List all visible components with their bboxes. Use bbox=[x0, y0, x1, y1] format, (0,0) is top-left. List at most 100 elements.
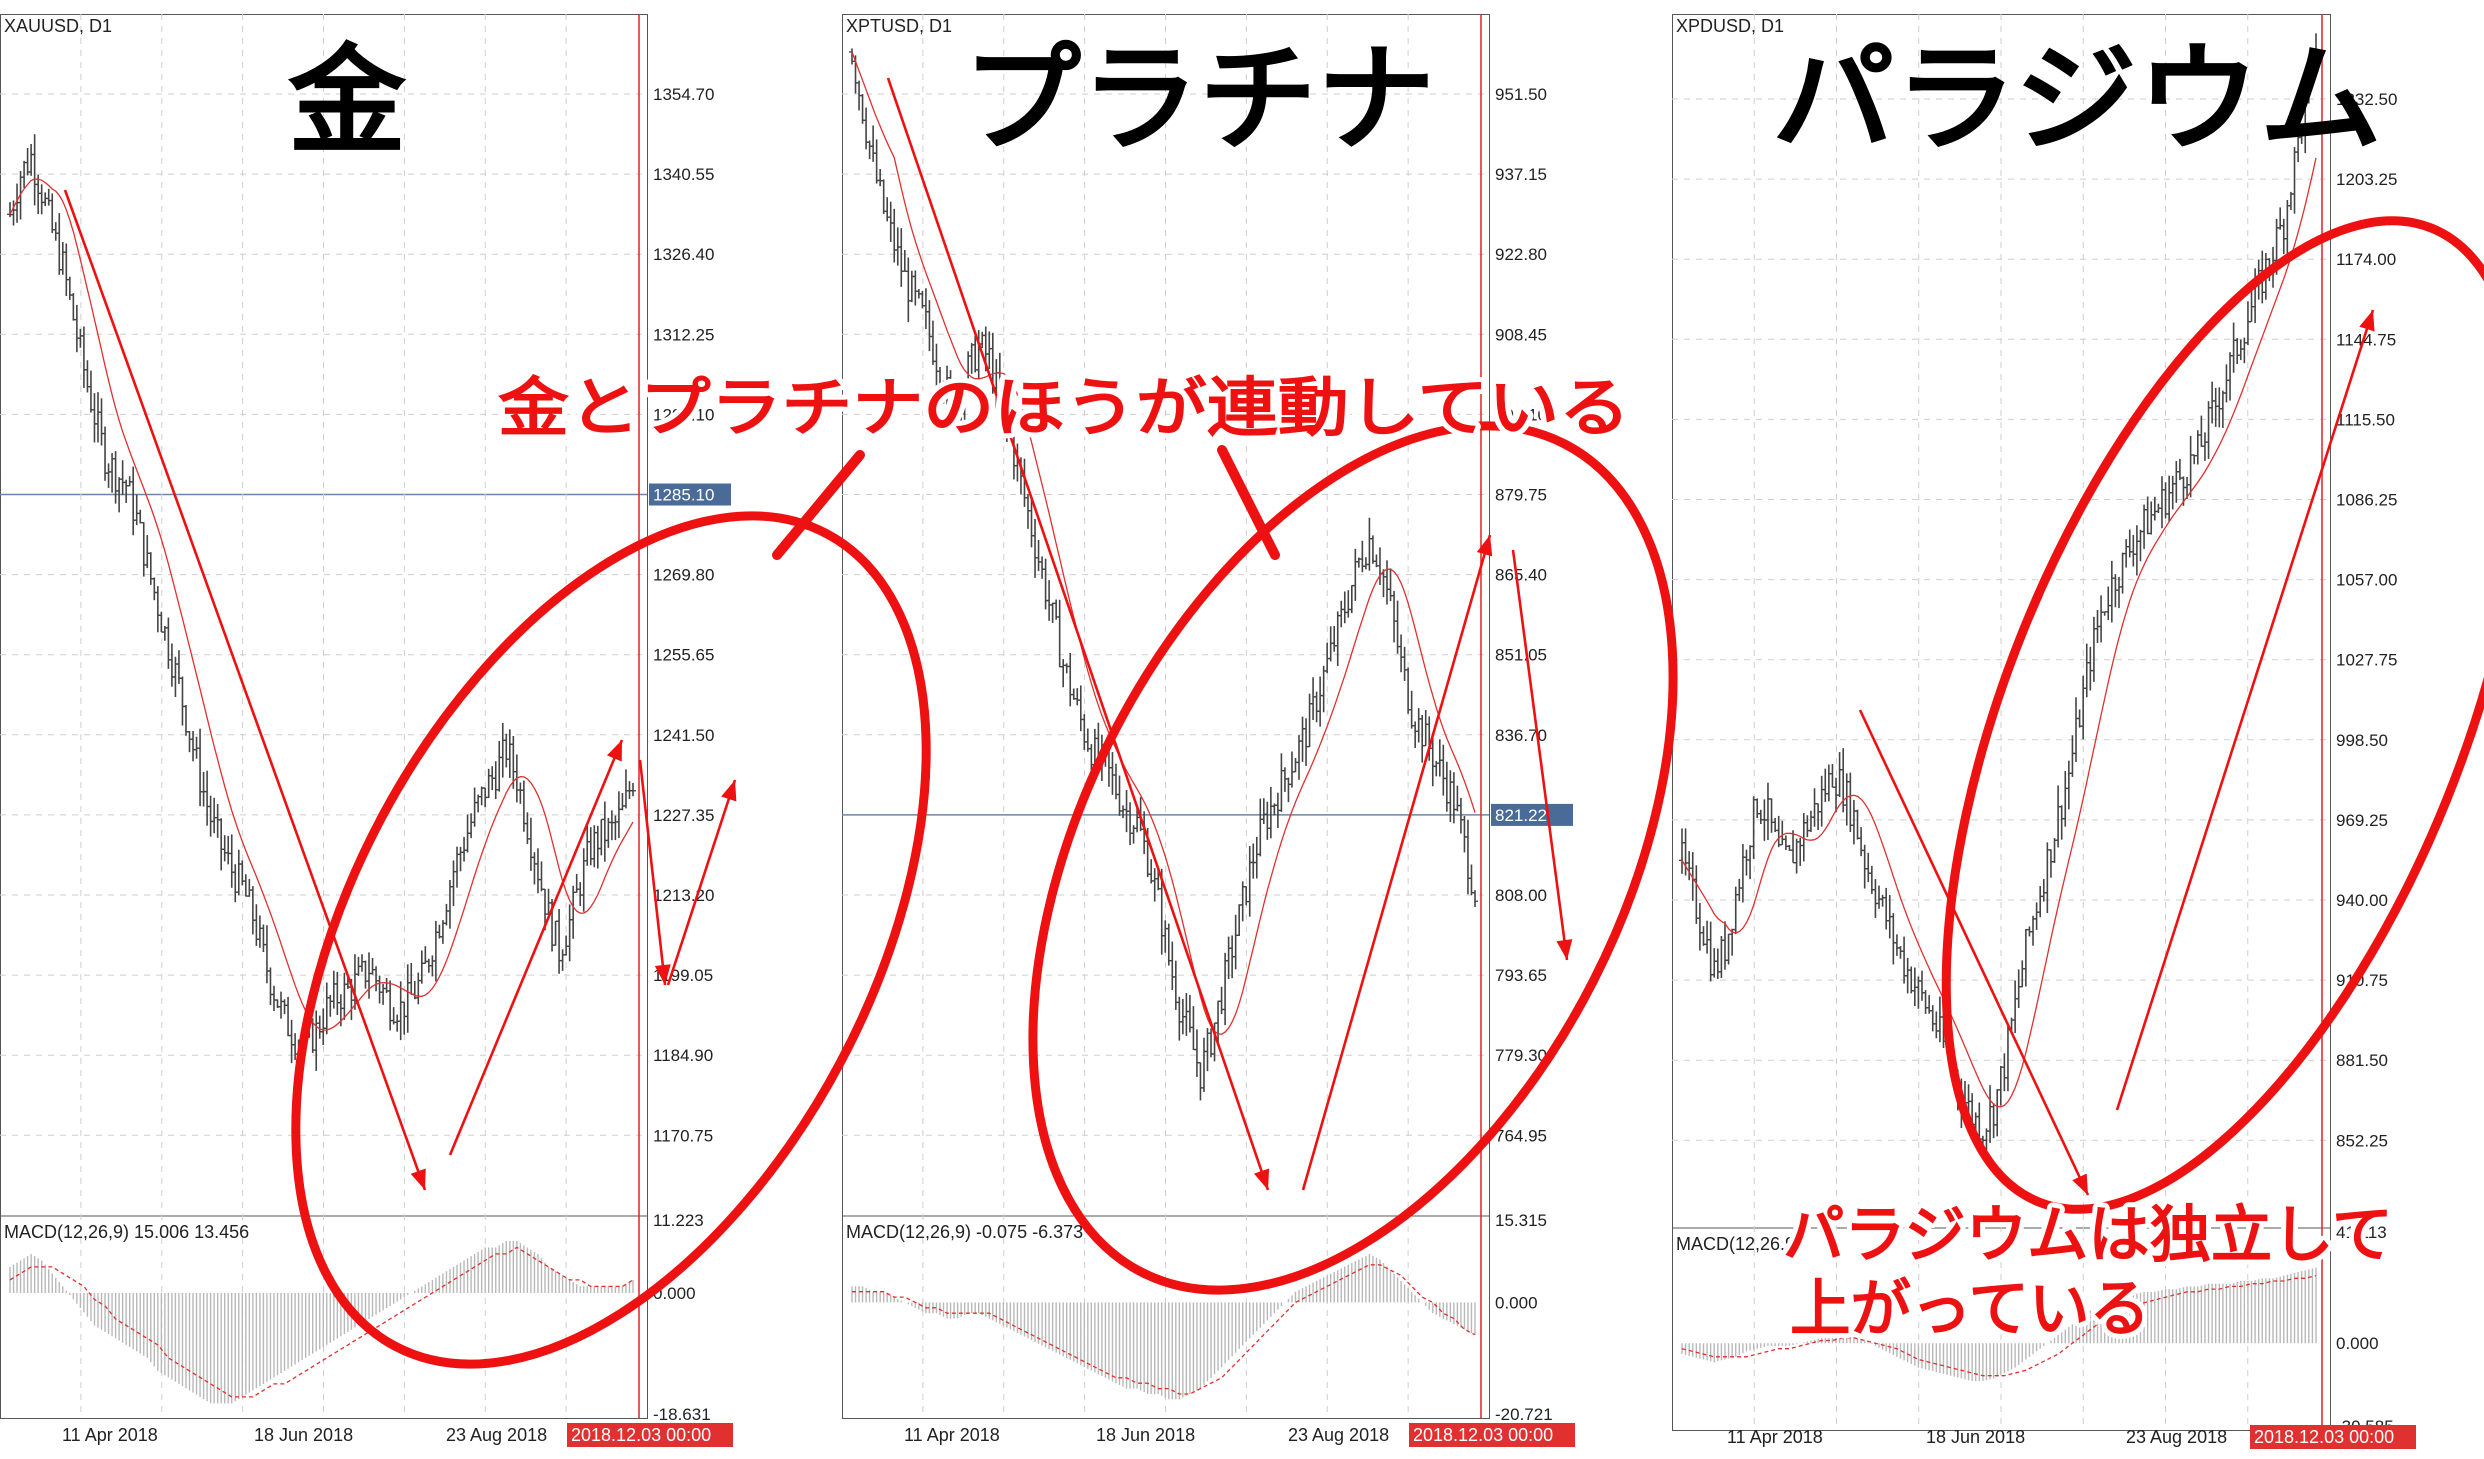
platinum-circle bbox=[1028, 421, 1678, 1295]
moving-average-line bbox=[1681, 157, 2317, 1108]
annotation-independent-line1: パラジウムは独立して bbox=[1783, 1198, 2393, 1271]
annotation-linked-text-halo: 金とプラチナのほうが連動している bbox=[497, 372, 1630, 446]
trend-arrow-head bbox=[410, 1168, 426, 1190]
annotation-independent-line2-halo: 上がっている bbox=[1790, 1272, 2150, 1345]
last-time-box bbox=[2250, 1425, 2416, 1449]
y-tick-label: 1057.00 bbox=[2336, 571, 2397, 590]
trend-arrow bbox=[666, 779, 737, 986]
y-tick-label: 1255.65 bbox=[653, 646, 714, 665]
trend-arrow-head bbox=[1253, 1168, 1270, 1190]
indicator-tick-label: 41.113 bbox=[2336, 1223, 2387, 1242]
trend-arrow-head bbox=[606, 740, 622, 762]
current-price-box bbox=[1491, 803, 1573, 826]
palladium-circle bbox=[1941, 216, 2484, 1214]
y-tick-label: 779.30 bbox=[1495, 1046, 1547, 1065]
trend-arrow bbox=[886, 77, 1270, 1191]
title-gold: 金 bbox=[287, 32, 407, 170]
chart-panel-xpdusd: 1232.50 1203.25 1174.00 1144.75 1115.50 1086.… bbox=[1672, 14, 2416, 1449]
trend-arrow bbox=[2115, 309, 2375, 1111]
trend-arrow bbox=[638, 759, 667, 986]
annotations: 金プラチナ パラジウム金とプラチナのほうが連動している金とプラチナのほうが連動して… bbox=[63, 30, 2484, 1369]
y-tick-label: 1027.75 bbox=[2336, 651, 2397, 670]
y-tick-label: 1312.25 bbox=[653, 325, 714, 344]
current-price-label: 821.22 bbox=[1495, 806, 1547, 825]
indicator-label: MACD(12,26,9) -0.075 -6.373 bbox=[846, 1222, 1083, 1242]
y-tick-label: 922.80 bbox=[1495, 245, 1547, 264]
indicator-tick-label: 11.223 bbox=[653, 1211, 704, 1230]
current-price-label: 1285.10 bbox=[653, 486, 714, 505]
last-time-box bbox=[567, 1423, 733, 1447]
macd-signal-line bbox=[9, 1246, 634, 1398]
chart-panel-xptusd: 951.50 937.15 922.80 908.45 894.10 879.75 865.… bbox=[842, 14, 1575, 1447]
moving-average-line bbox=[851, 51, 1476, 1035]
trend-arrow-head bbox=[721, 780, 737, 802]
connector-line bbox=[772, 450, 865, 560]
x-tick-label: 23 Aug 2018 bbox=[1288, 1425, 1389, 1445]
moving-average-line bbox=[9, 178, 634, 1031]
y-tick-label: 1354.70 bbox=[653, 85, 714, 104]
y-tick-label: 1170.75 bbox=[653, 1126, 713, 1145]
y-tick-label: 937.15 bbox=[1495, 165, 1547, 184]
y-tick-label: 1298.10 bbox=[653, 405, 714, 424]
x-tick-label: 18 Jun 2018 bbox=[1926, 1427, 2025, 1447]
y-tick-label: 969.25 bbox=[2336, 811, 2388, 830]
trend-arrow-head bbox=[2359, 310, 2375, 332]
annotation-linked-text: 金とプラチナのほうが連動している bbox=[497, 372, 1630, 446]
y-tick-label: 1144.75 bbox=[2336, 330, 2396, 349]
y-tick-label: 1184.90 bbox=[653, 1046, 713, 1065]
trend-arrow-head bbox=[654, 964, 671, 985]
indicator-label: MACD(12,26,9) 15.006 13.456 bbox=[4, 1222, 249, 1242]
x-tick-label: 11 Apr 2018 bbox=[904, 1425, 1000, 1445]
title-palladium: パラジウム bbox=[1772, 30, 2382, 168]
y-tick-label: 1115.50 bbox=[2336, 410, 2395, 429]
y-tick-label: 1326.40 bbox=[653, 245, 714, 264]
trend-arrow-head bbox=[2072, 1173, 2088, 1195]
y-tick-label: 881.50 bbox=[2336, 1051, 2388, 1070]
x-tick-label: 23 Aug 2018 bbox=[446, 1425, 547, 1445]
annotation-independent-line2: 上がっている bbox=[1790, 1272, 2150, 1345]
y-tick-label: 1227.35 bbox=[653, 806, 714, 825]
y-tick-label: 793.65 bbox=[1495, 966, 1547, 985]
y-tick-label: 764.95 bbox=[1495, 1126, 1547, 1145]
trend-arrow bbox=[1301, 534, 1492, 1191]
y-tick-label: 1203.25 bbox=[2336, 170, 2397, 189]
chart-frame bbox=[0, 14, 648, 1419]
indicator-label: MACD(12,26,9) bbox=[1676, 1234, 1801, 1254]
y-tick-label: 1269.80 bbox=[653, 566, 714, 585]
last-time-label: 2018.12.03 00:00 bbox=[1413, 1425, 1553, 1445]
indicator-tick-label: 15.315 bbox=[1495, 1211, 1547, 1230]
x-tick-label: 11 Apr 2018 bbox=[1727, 1427, 1823, 1447]
symbol-label: XAUUSD, D1 bbox=[4, 16, 112, 36]
y-tick-label: 879.75 bbox=[1495, 486, 1547, 505]
y-tick-label: 940.00 bbox=[2336, 891, 2388, 910]
y-tick-label: 836.70 bbox=[1495, 726, 1547, 745]
last-time-label: 2018.12.03 00:00 bbox=[571, 1425, 711, 1445]
indicator-tick-label: -20.721 bbox=[1495, 1405, 1553, 1424]
x-tick-label: 11 Apr 2018 bbox=[62, 1425, 158, 1445]
y-tick-label: 852.25 bbox=[2336, 1131, 2388, 1150]
annotation-independent-line1-halo: パラジウムは独立して bbox=[1783, 1198, 2393, 1271]
y-tick-label: 894.10 bbox=[1495, 405, 1547, 424]
y-tick-label: 1340.55 bbox=[653, 165, 714, 184]
y-tick-label: 908.45 bbox=[1495, 325, 1547, 344]
trend-arrow-head bbox=[1556, 939, 1573, 960]
connector-line bbox=[1217, 445, 1280, 560]
trend-arrow bbox=[1511, 549, 1569, 961]
trend-arrow bbox=[448, 739, 624, 1156]
gold-circle bbox=[291, 511, 931, 1369]
symbol-label: XPDUSD, D1 bbox=[1676, 16, 1784, 36]
current-price-box bbox=[649, 483, 731, 506]
indicator-tick-label: -18.631 bbox=[653, 1405, 711, 1424]
y-tick-label: 851.05 bbox=[1495, 646, 1547, 665]
last-time-label: 2018.12.03 00:00 bbox=[2254, 1427, 2394, 1447]
y-tick-label: 1213.20 bbox=[653, 886, 714, 905]
chart-panel-xauusd: 1354.70 1340.55 1326.40 1312.25 1298.10 1285.… bbox=[0, 14, 733, 1447]
symbol-label: XPTUSD, D1 bbox=[846, 16, 952, 36]
indicator-tick-label: 0.000 bbox=[2336, 1334, 2379, 1353]
y-tick-label: 998.50 bbox=[2336, 731, 2388, 750]
x-tick-label: 18 Jun 2018 bbox=[254, 1425, 353, 1445]
y-tick-label: 1232.50 bbox=[2336, 90, 2397, 109]
y-tick-label: 1174.00 bbox=[2336, 250, 2396, 269]
